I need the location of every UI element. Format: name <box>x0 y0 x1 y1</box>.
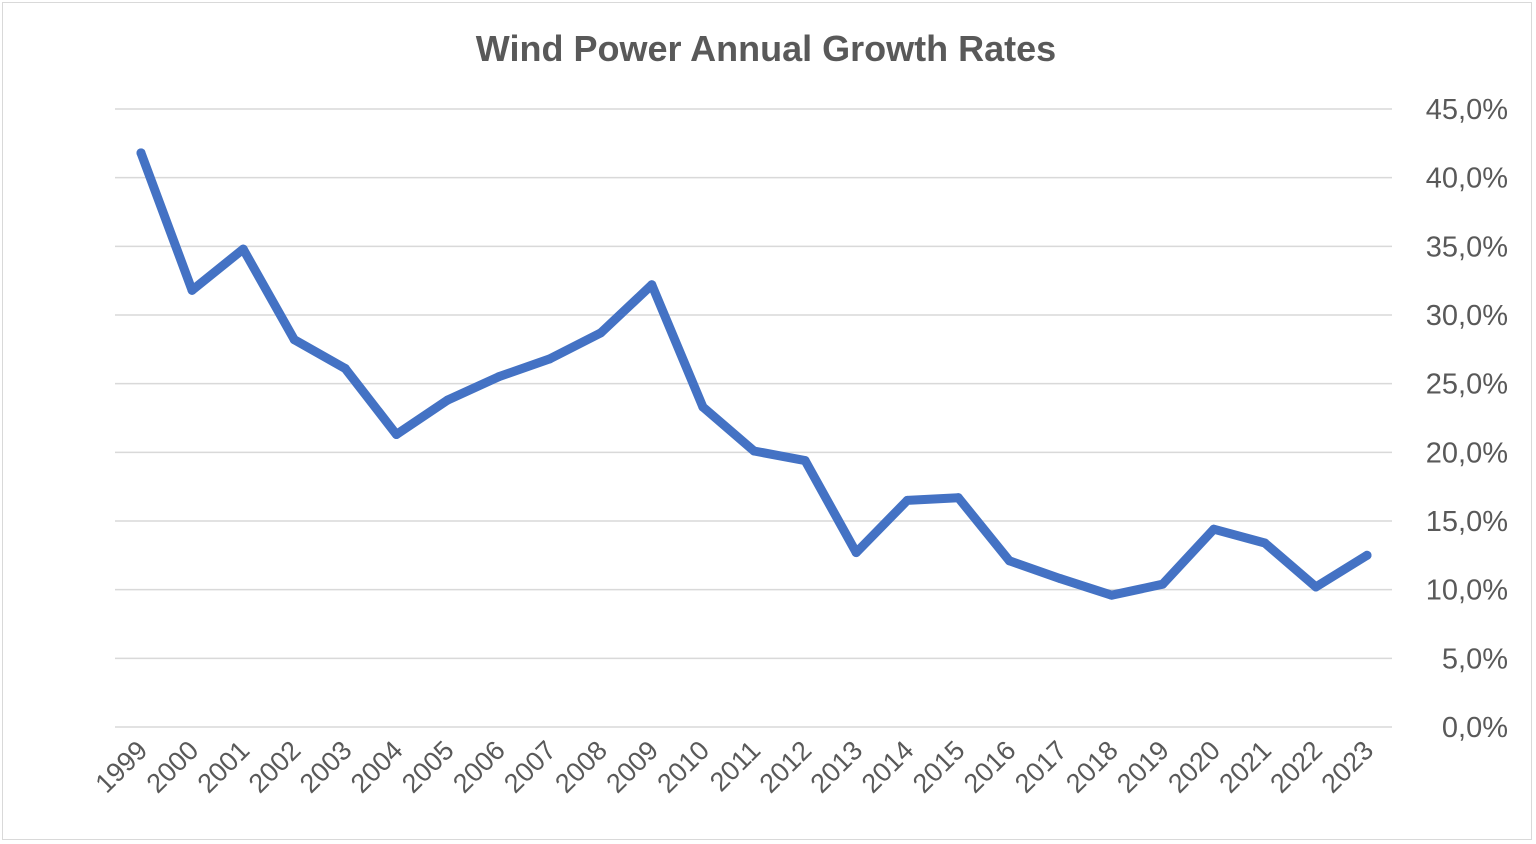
data-point <box>1362 550 1372 560</box>
x-tick-label: 2012 <box>754 735 818 799</box>
chart-title: Wind Power Annual Growth Rates <box>476 28 1056 69</box>
y-tick-label: 25,0% <box>1426 369 1508 401</box>
gridlines <box>115 108 1392 728</box>
x-tick-label: 2006 <box>447 735 511 799</box>
x-tick-label: 2007 <box>498 735 562 799</box>
data-point <box>340 364 350 374</box>
data-point <box>1311 582 1321 592</box>
y-tick-label: 15,0% <box>1426 506 1508 538</box>
series-line <box>136 148 1372 600</box>
x-tick-label: 2023 <box>1316 735 1380 799</box>
data-point <box>749 446 759 456</box>
x-tick-label: 2011 <box>704 735 766 797</box>
y-tick-label: 20,0% <box>1426 437 1508 469</box>
x-tick-label: 2020 <box>1162 735 1226 799</box>
data-point <box>1260 538 1270 548</box>
data-point <box>136 148 146 158</box>
series-group <box>136 148 1372 600</box>
data-point <box>851 548 861 558</box>
x-tick-label: 2017 <box>1009 735 1073 799</box>
y-tick-label: 40,0% <box>1426 163 1508 195</box>
x-tick-label: 2005 <box>396 735 460 799</box>
data-point <box>1056 574 1065 584</box>
data-point <box>187 285 197 295</box>
x-tick-label: 1999 <box>90 735 154 799</box>
x-tick-label: 2000 <box>141 735 205 799</box>
x-tick-label: 2010 <box>651 735 715 799</box>
x-tick-label: 2004 <box>345 735 409 799</box>
x-axis-ticks: 1999200020012002200320042005200620072008… <box>90 735 1380 799</box>
x-tick-label: 2019 <box>1111 735 1175 799</box>
data-point <box>1158 579 1168 589</box>
data-point <box>1107 590 1117 600</box>
data-point <box>494 372 504 382</box>
data-point <box>902 495 912 505</box>
data-point <box>545 354 555 364</box>
x-tick-label: 2003 <box>294 735 358 799</box>
y-tick-label: 5,0% <box>1442 643 1508 675</box>
data-point <box>238 244 248 254</box>
data-point <box>800 456 810 466</box>
y-axis-ticks: 0,0% 5,0% 10,0% 15,0% 20,0% 25,0% 30,0% 35,0% 40… <box>1426 94 1508 744</box>
y-tick-label: 30,0% <box>1426 300 1508 332</box>
y-tick-label: 0,0% <box>1442 712 1508 744</box>
x-tick-label: 2021 <box>1213 735 1277 799</box>
data-point <box>647 280 657 290</box>
x-tick-label: 2008 <box>549 735 613 799</box>
x-tick-label: 2018 <box>1060 735 1124 799</box>
x-tick-label: 2022 <box>1264 735 1328 799</box>
data-point <box>698 402 708 412</box>
x-tick-label: 2016 <box>958 735 1022 799</box>
x-tick-label: 2015 <box>907 735 971 799</box>
x-tick-label: 2001 <box>192 735 256 799</box>
x-tick-label: 2002 <box>243 735 307 799</box>
data-point <box>1209 524 1219 534</box>
data-point <box>443 395 452 405</box>
data-point <box>289 335 299 345</box>
x-tick-label: 2014 <box>856 735 920 799</box>
y-tick-label: 35,0% <box>1426 231 1508 263</box>
y-tick-label: 10,0% <box>1426 575 1508 607</box>
x-tick-label: 2013 <box>805 735 869 799</box>
data-point <box>596 328 606 338</box>
x-tick-label: 2009 <box>600 735 664 799</box>
data-point <box>391 429 401 439</box>
y-tick-label: 45,0% <box>1426 94 1508 126</box>
data-point <box>1004 556 1014 566</box>
data-point <box>953 493 963 503</box>
